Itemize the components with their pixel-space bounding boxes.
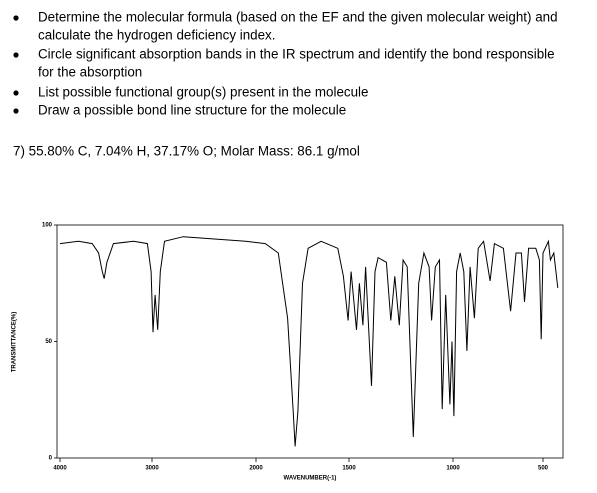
x-axis-label: WAVENUMBER(-1): [284, 476, 337, 482]
x-tick-label: 500: [538, 466, 549, 472]
problem-text: 7) 55.80% C, 7.04% H, 37.17% O; Molar Ma…: [13, 144, 360, 159]
x-tick-label: 1500: [342, 466, 356, 472]
bullet: [13, 90, 19, 96]
spectrum-line: [59, 236, 559, 447]
x-tick-label: 4000: [53, 466, 67, 472]
y-tick-label: 100: [42, 223, 53, 229]
bullet-text: Determine the molecular formula (based o…: [38, 10, 558, 25]
bullet-text: Circle significant absorption bands in t…: [38, 47, 555, 62]
bullet-text: calculate the hydrogen deficiency index.: [38, 28, 275, 43]
bullet: [13, 52, 19, 58]
y-axis-label: TRANSMITTANCE(%): [12, 312, 18, 373]
y-tick-label: 0: [49, 456, 53, 462]
bullet: [13, 108, 19, 114]
x-tick-label: 1000: [446, 466, 460, 472]
y-tick-label: 50: [45, 339, 52, 345]
x-tick-label: 3000: [145, 466, 159, 472]
x-tick-label: 2000: [249, 466, 263, 472]
bullet-text: Draw a possible bond line structure for …: [38, 103, 346, 118]
bullet-text: List possible functional group(s) presen…: [38, 85, 368, 100]
bullet-text: for the absorption: [38, 65, 142, 80]
bullet: [13, 15, 19, 21]
